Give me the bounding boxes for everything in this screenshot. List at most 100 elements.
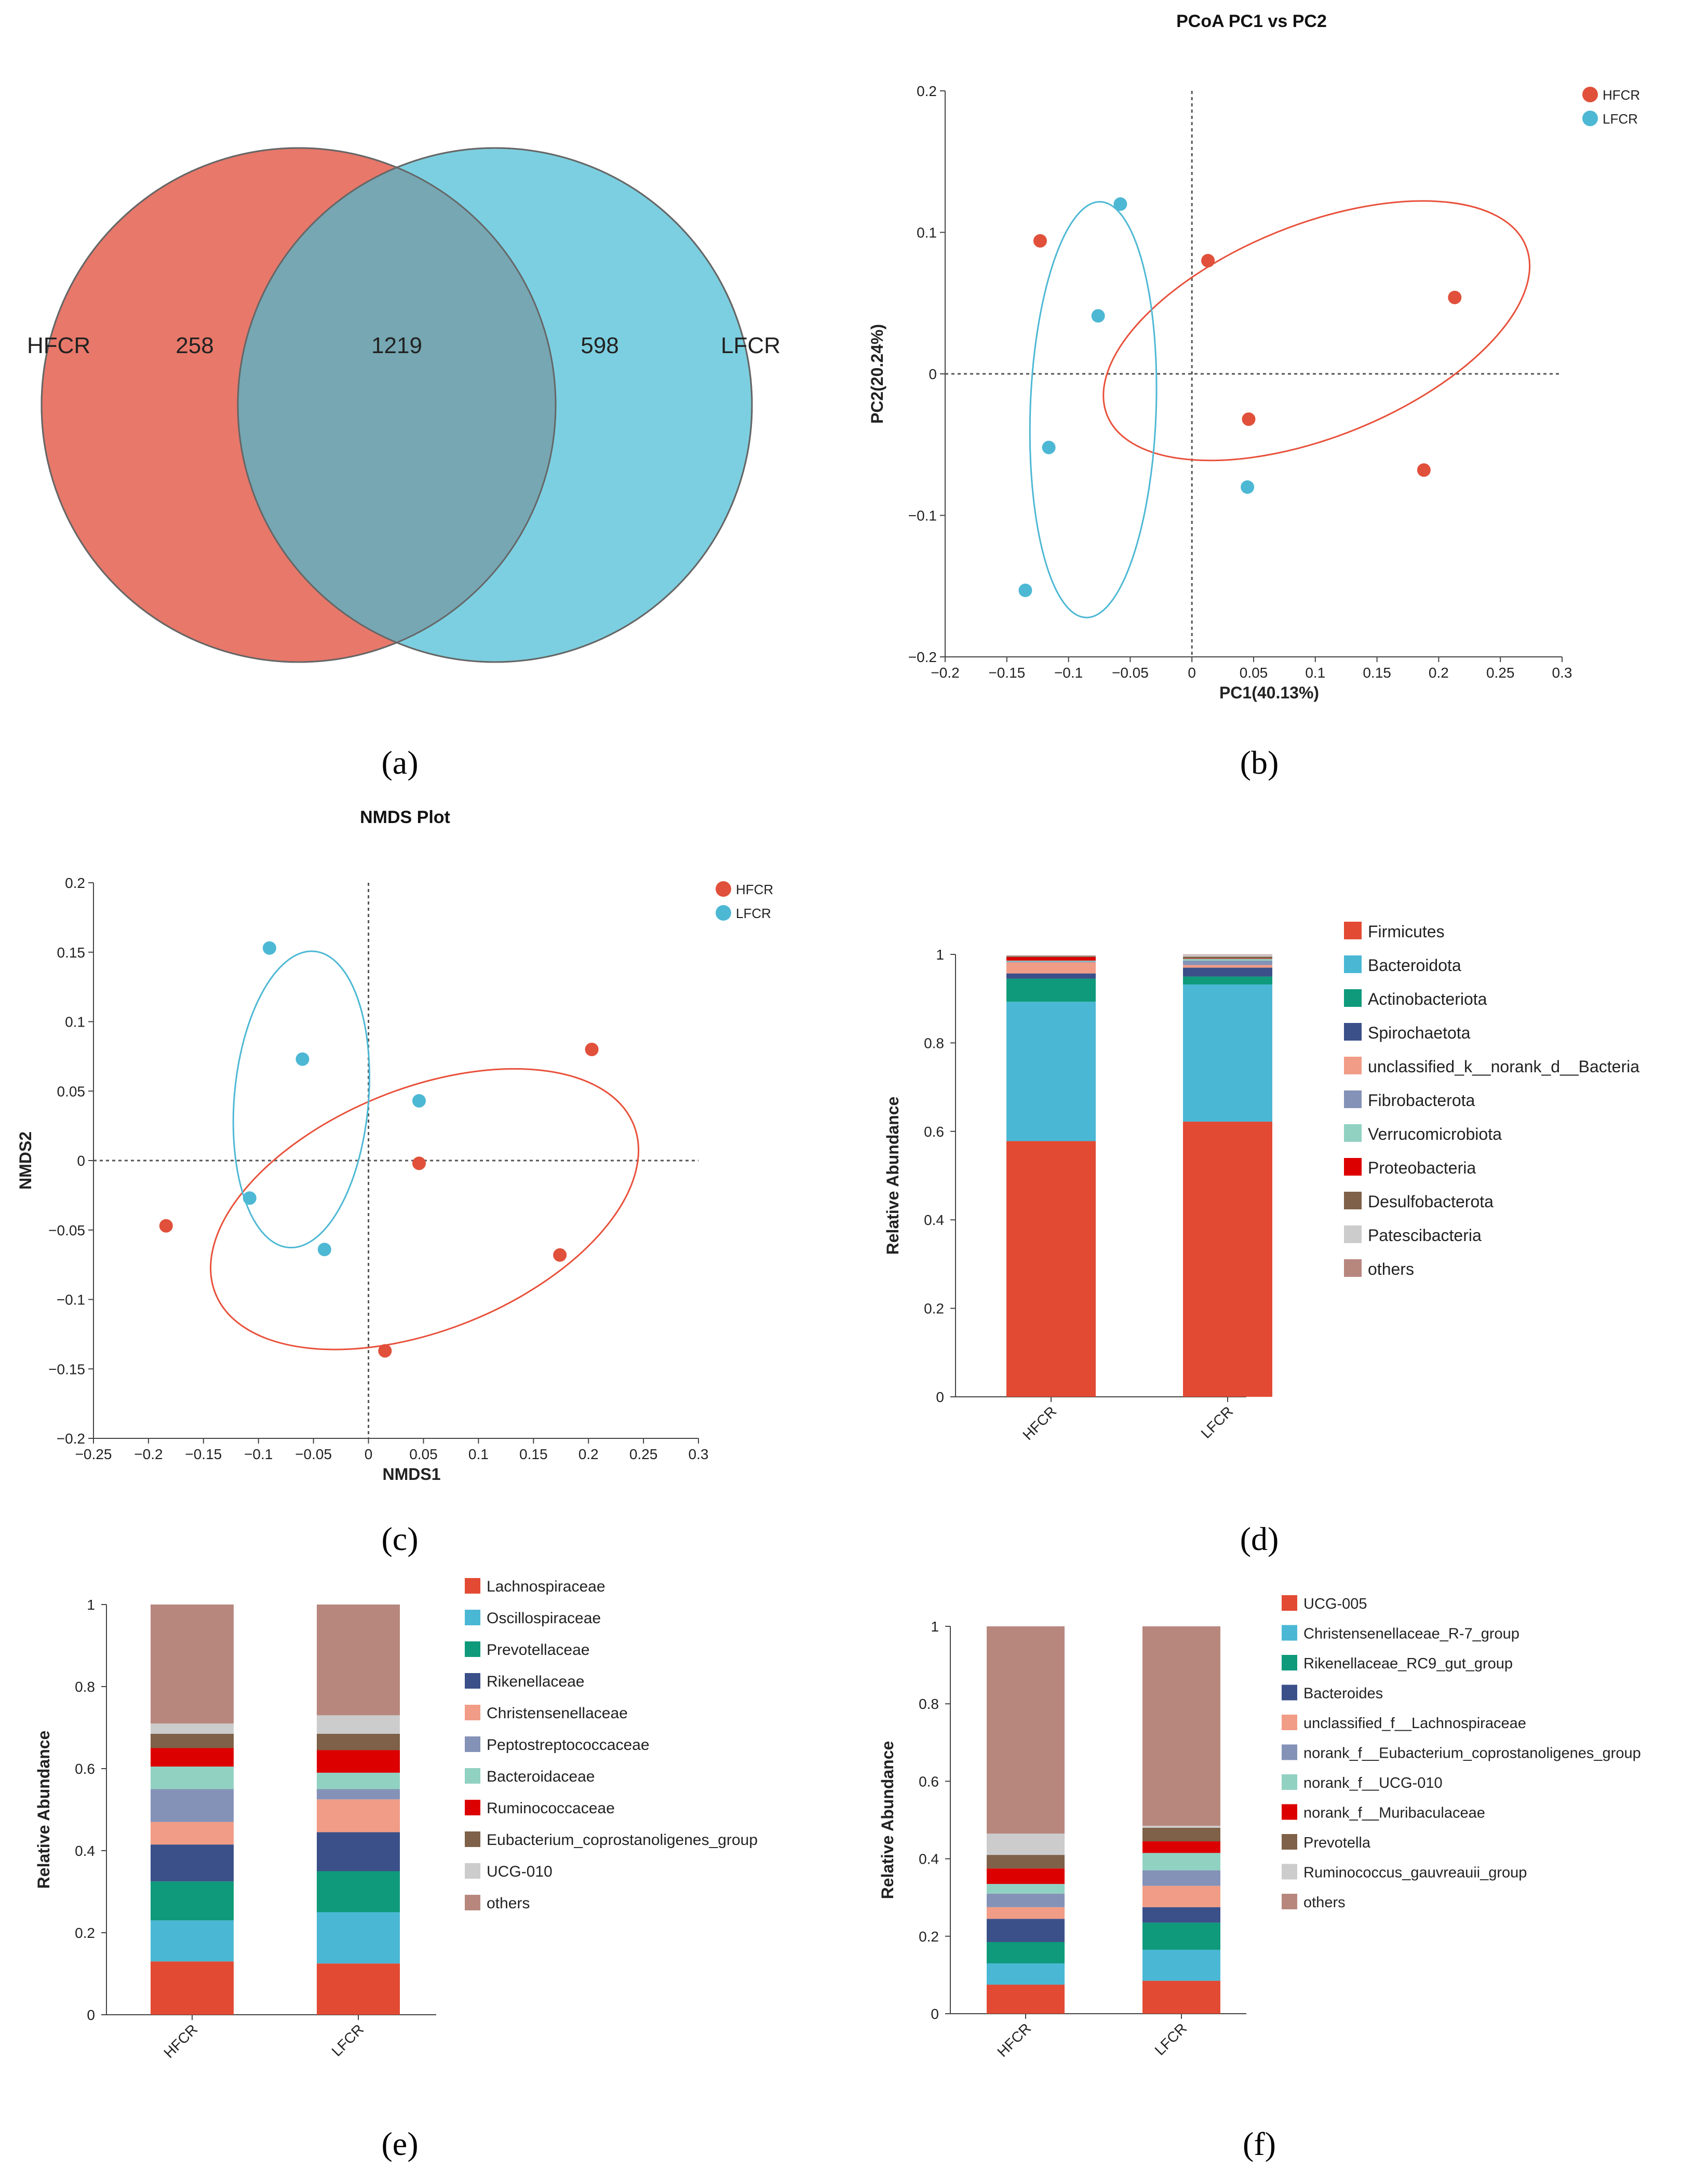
legend-swatch-norank-f-eubacterium-coprostanoligenes-group xyxy=(1282,1744,1297,1760)
legend-label-christensenellaceae: Christensenellaceae xyxy=(487,1705,628,1722)
x-tick-label: −0.2 xyxy=(134,1446,163,1462)
x-axis-label: PC1(40.13%) xyxy=(1219,683,1319,702)
x-tick-label: −0.25 xyxy=(75,1446,112,1462)
y-tick-label: 1 xyxy=(936,947,944,963)
legend-label-unclassified-k-norank-d-bacteria: unclassified_k__norank_d__Bacteria xyxy=(1368,1057,1639,1076)
data-point-lfcr xyxy=(295,1052,310,1066)
legend-label-prevotellaceae: Prevotellaceae xyxy=(487,1641,589,1659)
data-point-lfcr xyxy=(412,1094,426,1108)
y-tick-label: −0.2 xyxy=(908,649,937,665)
y-tick-label: 0.2 xyxy=(917,83,937,99)
y-tick-label: 0.2 xyxy=(75,1925,95,1941)
bar-segment-hfcr-prevotella xyxy=(987,1855,1065,1869)
bar-segment-hfcr-bacteroidota xyxy=(1006,1002,1096,1141)
bar-segment-lfcr-ucg-005 xyxy=(1142,1980,1220,2014)
y-tick-label: 0.6 xyxy=(75,1761,95,1777)
y-tick-label: 0 xyxy=(936,1389,944,1405)
data-point-lfcr xyxy=(1091,309,1105,323)
legend-label-peptostreptococcaceae: Peptostreptococcaceae xyxy=(487,1736,650,1754)
venn-label-lfcr: LFCR xyxy=(721,333,781,358)
data-point-hfcr xyxy=(159,1219,173,1233)
x-tick-label: 0.15 xyxy=(519,1446,548,1462)
venn-count-lfcr-only: 598 xyxy=(581,333,618,358)
bar-segment-hfcr-verrucomicrobiota xyxy=(1006,960,1096,962)
y-axis-label: PC2(20.24%) xyxy=(868,324,886,424)
bar-segment-hfcr-bacteroidaceae xyxy=(151,1767,234,1789)
legend-label-oscillospiraceae: Oscillospiraceae xyxy=(487,1610,601,1627)
y-tick-label: 0.2 xyxy=(65,875,85,891)
legend-swatch-fibrobacterota xyxy=(1344,1090,1362,1108)
data-point-lfcr xyxy=(243,1191,257,1205)
data-point-lfcr xyxy=(317,1243,331,1257)
y-tick-label: 0.8 xyxy=(924,1035,944,1051)
bar-segment-hfcr-unclassified-k-norank-d-bacteria xyxy=(1006,962,1096,974)
bar-segment-lfcr-verrucomicrobiota xyxy=(1183,959,1272,961)
legend-swatch-unclassified-k-norank-d-bacteria xyxy=(1344,1057,1362,1074)
legend-label-firmicutes: Firmicutes xyxy=(1368,922,1445,941)
bar-segment-lfcr-fibrobacterota xyxy=(1183,960,1272,965)
bar-segment-lfcr-prevotella xyxy=(1142,1827,1220,1842)
y-tick-label: 0.4 xyxy=(75,1843,95,1859)
legend-swatch-others xyxy=(465,1895,480,1910)
x-tick-label: 0.25 xyxy=(1486,665,1515,681)
x-tick-label-lfcr: LFCR xyxy=(1152,2020,1190,2058)
bar-segment-hfcr-ucg-005 xyxy=(987,1985,1065,2014)
legend-label-norank-f-ucg-010: norank_f__UCG-010 xyxy=(1303,1775,1443,1791)
legend-swatch-norank-f-ucg-010 xyxy=(1282,1774,1297,1790)
legend-marker-hfcr xyxy=(1582,87,1598,102)
legend-swatch-rikenellaceae xyxy=(465,1673,480,1689)
legend-label-others: others xyxy=(487,1895,530,1912)
legend-label-ruminococcus-gauvreauii-group: Ruminococcus_gauvreauii_group xyxy=(1303,1865,1527,1881)
legend-label-others: others xyxy=(1368,1260,1414,1278)
legend-swatch-eubacterium-coprostanoligenes-group xyxy=(465,1831,480,1847)
y-axis-label: Relative Abundance xyxy=(883,1097,902,1255)
panel-label-f: (f) xyxy=(1243,2125,1276,2162)
x-tick-label-lfcr: LFCR xyxy=(329,2021,367,2059)
y-tick-label: −0.1 xyxy=(908,508,937,524)
panel-label-b: (b) xyxy=(1240,744,1279,781)
venn-count-shared: 1219 xyxy=(371,333,422,358)
x-tick-label: 0.1 xyxy=(1305,665,1325,681)
legend-label-rikenellaceae: Rikenellaceae xyxy=(487,1673,584,1690)
x-tick-label-hfcr: HFCR xyxy=(994,2020,1034,2060)
x-tick-label: 0.3 xyxy=(1552,665,1572,681)
x-tick-label: 0.15 xyxy=(1363,665,1391,681)
bar-segment-lfcr-christensenellaceae-r-7-group xyxy=(1142,1949,1220,1981)
bar-segment-hfcr-others xyxy=(151,1605,234,1724)
legend-swatch-norank-f-muribaculaceae xyxy=(1282,1804,1297,1820)
panel-label-e: (e) xyxy=(381,2125,418,2162)
legend-swatch-desulfobacterota xyxy=(1344,1192,1362,1209)
y-tick-label: 0.6 xyxy=(919,1773,939,1789)
legend-swatch-others xyxy=(1282,1894,1297,1909)
data-point-lfcr xyxy=(1042,440,1056,454)
data-point-hfcr xyxy=(1033,234,1047,248)
bar-segment-hfcr-ruminococcaceae xyxy=(151,1748,234,1767)
venn-diagram: HFCR LFCR 258 1219 598 xyxy=(27,147,781,663)
x-tick-label-lfcr: LFCR xyxy=(1198,1403,1236,1441)
bar-segment-lfcr-bacteroides xyxy=(1142,1907,1220,1923)
legend-label-proteobacteria: Proteobacteria xyxy=(1368,1158,1476,1177)
x-tick-label: 0.25 xyxy=(629,1446,658,1462)
bar-segment-lfcr-christensenellaceae xyxy=(317,1799,400,1832)
bar-segment-lfcr-bacteroidaceae xyxy=(317,1772,400,1789)
legend-label-bacteroides: Bacteroides xyxy=(1303,1686,1383,1702)
legend-swatch-proteobacteria xyxy=(1344,1158,1362,1176)
data-point-lfcr xyxy=(262,941,276,955)
legend-label-actinobacteriota: Actinobacteriota xyxy=(1368,990,1487,1008)
bar-segment-hfcr-christensenellaceae xyxy=(151,1822,234,1845)
bar-segment-lfcr-patescibacteria xyxy=(1183,954,1272,957)
bar-segment-hfcr-prevotellaceae xyxy=(151,1881,234,1921)
legend-marker-lfcr xyxy=(716,905,731,921)
venn-label-hfcr: HFCR xyxy=(27,333,90,358)
pcoa-plot: PCoA PC1 vs PC2 −0.2 −0.15 −0.1 −0.05 0 0.05 0.… xyxy=(868,11,1640,702)
bar-segment-lfcr-peptostreptococcaceae xyxy=(317,1789,400,1800)
bar-segment-lfcr-unclassified-k-norank-d-bacteria xyxy=(1183,965,1272,968)
x-tick-label-hfcr: HFCR xyxy=(1019,1403,1059,1443)
x-tick-label: 0 xyxy=(365,1446,373,1462)
x-tick-label: −0.1 xyxy=(244,1446,273,1462)
bar-segment-hfcr-others xyxy=(987,1626,1065,1834)
confidence-ellipse-hfcr xyxy=(210,1068,640,1351)
chart-title: PCoA PC1 vs PC2 xyxy=(1176,11,1327,31)
y-tick-label: 0.6 xyxy=(924,1124,944,1140)
data-point-hfcr xyxy=(553,1248,567,1262)
